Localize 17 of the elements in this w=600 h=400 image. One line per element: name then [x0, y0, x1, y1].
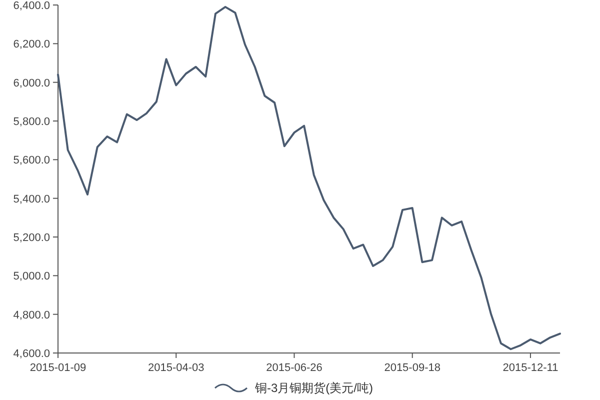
- y-tick-label: 4,800.0: [13, 309, 50, 322]
- y-tick-label: 5,000.0: [13, 270, 50, 283]
- y-tick-label: 6,000.0: [13, 77, 50, 90]
- legend-label: 铜-3月铜期货(美元/吨): [254, 381, 373, 395]
- y-tick-label: 5,600.0: [13, 154, 50, 167]
- x-tick-label: 2015-01-09: [30, 362, 86, 374]
- legend: 铜-3月铜期货(美元/吨): [214, 381, 373, 395]
- y-tick-label: 5,400.0: [13, 193, 50, 206]
- x-tick-label: 2015-12-11: [502, 362, 558, 374]
- x-tick-label: 2015-06-26: [266, 362, 322, 374]
- y-tick-label: 5,200.0: [13, 232, 50, 244]
- y-tick-label: 6,200.0: [13, 38, 50, 51]
- y-tick-label: 5,800.0: [13, 116, 50, 128]
- y-tick-label: 6,400.0: [13, 0, 50, 12]
- x-tick-label: 2015-09-18: [384, 362, 440, 374]
- x-tick-label: 2015-04-03: [148, 362, 204, 374]
- y-tick-label: 4,600.0: [13, 348, 50, 360]
